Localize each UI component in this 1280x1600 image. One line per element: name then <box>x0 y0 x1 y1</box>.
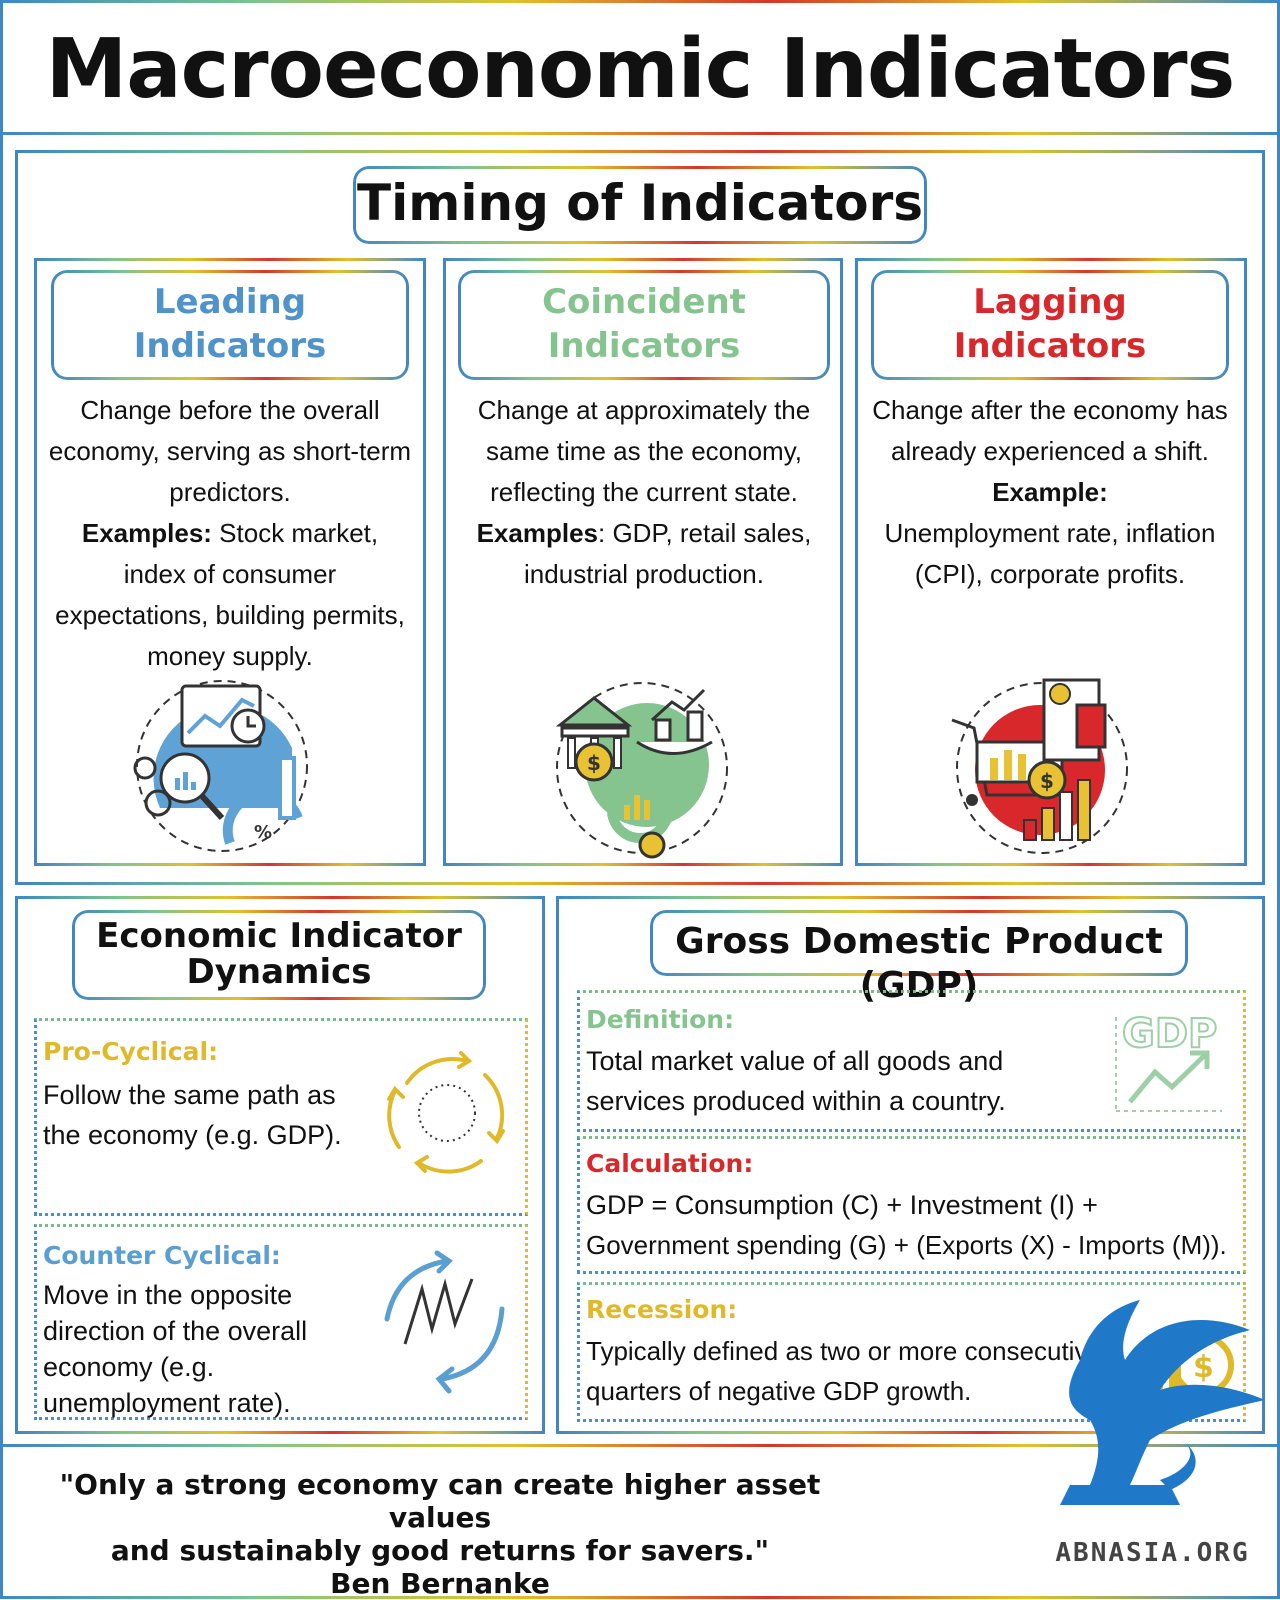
counter-cyclical-box: Counter Cyclical: Move in the opposite d… <box>34 1224 528 1420</box>
leading-description: Change before the overall economy, servi… <box>48 395 412 671</box>
counter-cyclical-label: Counter Cyclical: <box>43 1241 281 1270</box>
counter-cyclical-text: Move in the opposite direction of the ov… <box>43 1280 308 1418</box>
recession-label: Recession: <box>586 1295 738 1324</box>
calculation-label: Calculation: <box>586 1149 754 1178</box>
lagging-description: Change after the economy has already exp… <box>872 395 1228 589</box>
pro-cyclical-label: Pro-Cyclical: <box>43 1037 219 1066</box>
quote-author: Ben Bernanke <box>330 1567 550 1600</box>
pro-cyclical-box: Pro-Cyclical: Follow the same path as th… <box>34 1018 528 1216</box>
timing-heading-box: Timing of Indicators <box>353 166 927 244</box>
recession-box: Recession: Typically defined as two or m… <box>577 1282 1246 1422</box>
counter-arrows-icon <box>384 1250 505 1394</box>
pro-cyclical-text: Follow the same path as the economy (e.g… <box>43 1080 342 1150</box>
lagging-heading: Lagging Indicators <box>953 282 1147 366</box>
lagging-heading-box: Lagging Indicators <box>871 270 1229 380</box>
dynamics-heading: Economic Indicator Dynamics <box>96 916 462 992</box>
quote: "Only a strong economy can create higher… <box>30 1468 850 1600</box>
timing-heading: Timing of Indicators <box>357 174 923 232</box>
quote-line-2: and sustainably good returns for savers.… <box>110 1534 770 1567</box>
quote-divider <box>0 1444 1280 1447</box>
svg-text:%: % <box>254 822 272 843</box>
gdp-growth-icon: GDP <box>1115 1010 1222 1112</box>
chart-analysis-icon: % <box>133 680 308 852</box>
coincident-heading: Coincident Indicators <box>542 282 746 366</box>
gdp-icon-text: GDP <box>1122 1011 1217 1057</box>
page-title: Macroeconomic Indicators <box>45 22 1236 117</box>
definition-label: Definition: <box>586 1005 735 1034</box>
coincident-heading-box: Coincident Indicators <box>458 270 830 380</box>
calculation-box: Calculation: GDP = Consumption (C) + Inv… <box>577 1136 1246 1274</box>
bank-economy-icon: $ <box>555 682 728 859</box>
quote-line-1: "Only a strong economy can create higher… <box>59 1468 821 1534</box>
dynamics-heading-box: Economic Indicator Dynamics <box>72 910 486 1000</box>
griffin-logo-icon <box>1060 1300 1265 1505</box>
logo-text: ABNASIA.ORG <box>1055 1538 1250 1568</box>
title-divider <box>0 132 1280 135</box>
leading-heading-box: Leading Indicators <box>51 270 409 380</box>
svg-text:$: $ <box>587 751 601 775</box>
coincident-description: Change at approximately the same time as… <box>476 395 812 589</box>
recession-text: Typically defined as two or more consecu… <box>586 1336 1102 1406</box>
calculation-formula: GDP = Consumption (C) + Investment (I) +… <box>586 1190 1227 1260</box>
svg-text:$: $ <box>1193 1350 1214 1385</box>
definition-text: Total market value of all goods and serv… <box>586 1046 1006 1116</box>
shopping-cart-cost-icon: $ <box>951 678 1128 854</box>
cycle-arrows-icon <box>387 1051 505 1174</box>
gdp-heading: Gross Domestic Product (GDP) <box>675 921 1163 1006</box>
leading-heading: Leading Indicators <box>133 282 327 366</box>
gdp-heading-box: Gross Domestic Product (GDP) <box>650 910 1188 1006</box>
svg-text:$: $ <box>1040 769 1054 793</box>
definition-box: Definition: Total market value of all go… <box>577 990 1246 1132</box>
